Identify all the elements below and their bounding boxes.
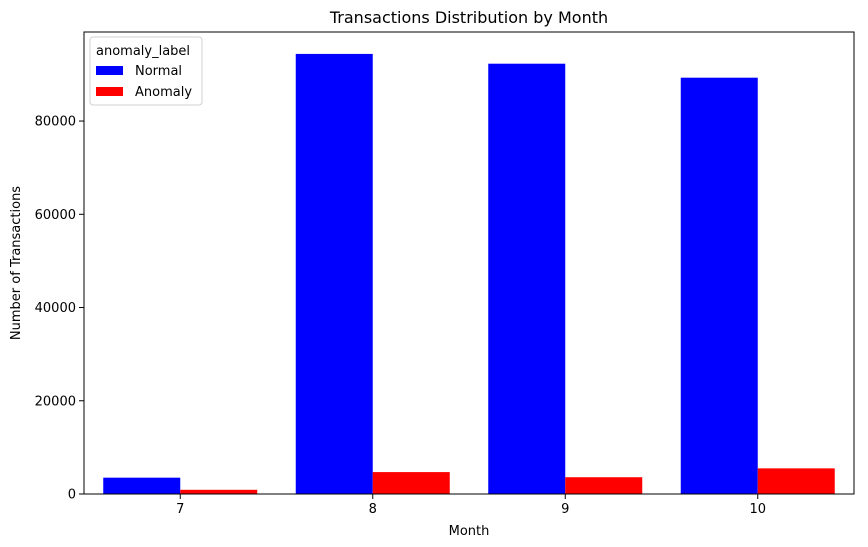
- legend-label-normal: Normal: [135, 64, 182, 79]
- chart-title: Transactions Distribution by Month: [329, 8, 608, 27]
- x-axis-ticks: 7 8 9 10: [176, 494, 766, 517]
- bar-anomaly-8: [372, 472, 450, 494]
- y-tick-label: 40000: [35, 301, 76, 316]
- y-tick-label: 20000: [35, 394, 76, 409]
- bars-group: [103, 53, 835, 494]
- bar-anomaly-10: [757, 468, 835, 494]
- legend-swatch-normal: [96, 66, 123, 75]
- bar-normal-7: [103, 477, 181, 494]
- x-tick-label: 8: [369, 502, 377, 517]
- legend: anomaly_label Normal Anomaly: [89, 36, 203, 106]
- legend-label-anomaly: Anomaly: [135, 85, 192, 100]
- y-tick-label: 80000: [35, 115, 76, 130]
- x-tick-label: 10: [749, 502, 766, 517]
- y-tick-label: 0: [68, 488, 76, 503]
- x-tick-label: 9: [561, 502, 569, 517]
- y-axis-ticks: 0 20000 40000 60000 80000: [35, 115, 84, 503]
- x-axis-label: Month: [449, 524, 490, 539]
- y-axis-label: Number of Transactions: [9, 186, 24, 340]
- bar-normal-10: [680, 77, 758, 494]
- bar-anomaly-7: [180, 489, 258, 494]
- x-tick-label: 7: [176, 502, 184, 517]
- bar-anomaly-9: [565, 477, 643, 494]
- legend-swatch-anomaly: [96, 87, 123, 96]
- legend-title: anomaly_label: [96, 44, 190, 59]
- bar-normal-9: [488, 63, 566, 494]
- plot-frame: [83, 31, 855, 495]
- y-tick-label: 60000: [35, 208, 76, 223]
- bar-normal-8: [295, 53, 373, 494]
